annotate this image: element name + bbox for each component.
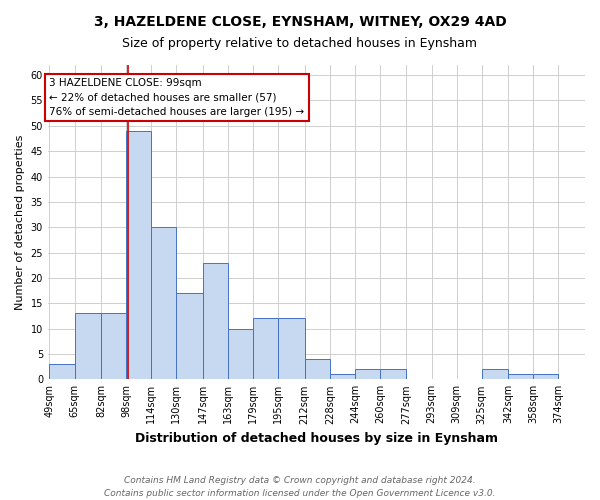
Bar: [253, 318, 278, 380]
Bar: [508, 374, 533, 380]
X-axis label: Distribution of detached houses by size in Eynsham: Distribution of detached houses by size …: [135, 432, 498, 445]
Bar: [482, 369, 508, 380]
Bar: [228, 328, 253, 380]
Bar: [355, 369, 380, 380]
Bar: [74, 314, 101, 380]
Bar: [380, 369, 406, 380]
Bar: [176, 293, 203, 380]
Bar: [49, 364, 74, 380]
Text: 3 HAZELDENE CLOSE: 99sqm
← 22% of detached houses are smaller (57)
76% of semi-d: 3 HAZELDENE CLOSE: 99sqm ← 22% of detach…: [49, 78, 305, 118]
Bar: [203, 262, 228, 380]
Bar: [151, 227, 176, 380]
Text: Size of property relative to detached houses in Eynsham: Size of property relative to detached ho…: [122, 38, 478, 51]
Y-axis label: Number of detached properties: Number of detached properties: [15, 134, 25, 310]
Bar: [330, 374, 355, 380]
Bar: [305, 359, 330, 380]
Bar: [533, 374, 559, 380]
Bar: [278, 318, 305, 380]
Text: 3, HAZELDENE CLOSE, EYNSHAM, WITNEY, OX29 4AD: 3, HAZELDENE CLOSE, EYNSHAM, WITNEY, OX2…: [94, 15, 506, 29]
Text: Contains HM Land Registry data © Crown copyright and database right 2024.
Contai: Contains HM Land Registry data © Crown c…: [104, 476, 496, 498]
Bar: [101, 314, 126, 380]
Bar: [126, 131, 151, 380]
